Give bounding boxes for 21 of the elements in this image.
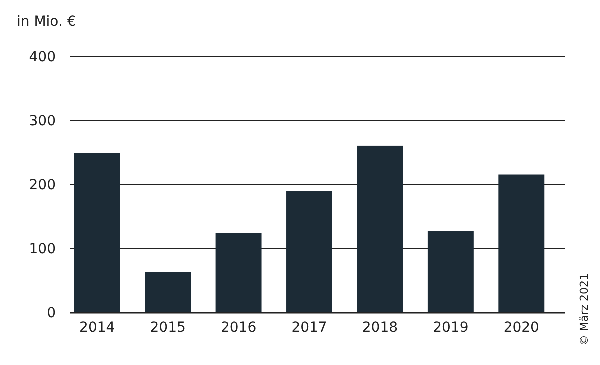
bar	[498, 174, 545, 313]
x-tick-label: 2014	[80, 320, 116, 336]
x-tick-label: 2016	[220, 320, 257, 336]
y-tick-label: 200	[29, 177, 56, 194]
x-tick-label: 2017	[292, 320, 328, 336]
x-tick-label: 2019	[433, 320, 469, 336]
bar	[74, 153, 120, 313]
bar	[428, 231, 474, 313]
bar	[145, 272, 192, 313]
x-tick-label: 2015	[150, 320, 186, 336]
y-tick-label: 100	[29, 241, 56, 258]
bar	[216, 233, 262, 313]
y-tick-label: 0	[47, 305, 56, 322]
bar	[286, 191, 332, 313]
y-tick-label: 400	[29, 49, 56, 66]
text: © März 2021	[578, 273, 591, 346]
x-tick-label: 2018	[362, 320, 398, 336]
y-axis-title: in Mio. €	[17, 14, 76, 30]
x-tick-label: 2020	[504, 320, 540, 336]
y-tick-label: 300	[29, 113, 56, 130]
bar	[357, 146, 404, 313]
